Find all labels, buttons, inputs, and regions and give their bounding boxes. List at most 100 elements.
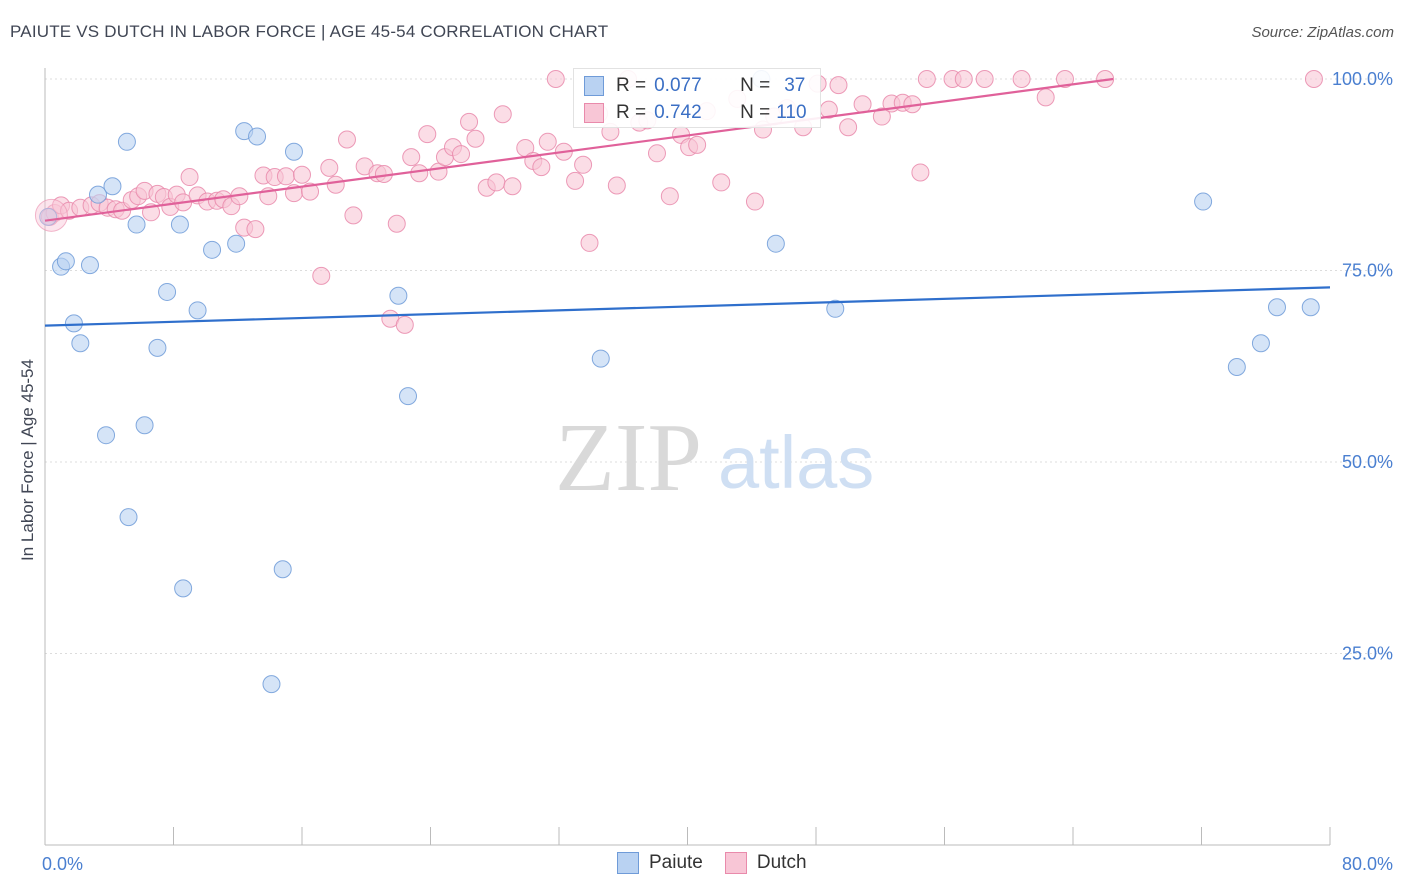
dutch-r-label: R = xyxy=(616,102,647,123)
paiute-point-18 xyxy=(203,240,222,259)
dutch-point-56 xyxy=(487,173,506,192)
dutch-point-82 xyxy=(745,192,764,211)
dutch-point-74 xyxy=(647,144,666,163)
paiute-point-0 xyxy=(39,207,58,226)
dutch-point-78 xyxy=(688,135,707,154)
paiute-point-24 xyxy=(284,142,303,161)
dutch-r-value: 0.742 xyxy=(654,102,702,123)
dutch-point-100 xyxy=(975,70,994,88)
dutch-point-105 xyxy=(1304,70,1323,88)
chart-title: PAIUTE VS DUTCH IN LABOR FORCE | AGE 45-… xyxy=(10,22,609,41)
paiute-point-21 xyxy=(248,127,267,146)
paiute-point-11 xyxy=(127,215,146,234)
paiute-point-9 xyxy=(117,132,136,151)
y-tick-label-0: 25.0% xyxy=(1342,644,1393,664)
paiute-point-19 xyxy=(227,234,246,253)
dutch-point-52 xyxy=(452,145,471,164)
paiute-legend-label: Paiute xyxy=(649,852,703,873)
dutch-point-53 xyxy=(460,112,479,131)
paiute-point-6 xyxy=(89,185,108,204)
paiute-point-29 xyxy=(766,234,785,253)
x-tick-label-1: 80.0% xyxy=(1342,854,1393,874)
dutch-point-65 xyxy=(566,171,585,190)
series-legend: Paiute Dutch xyxy=(617,852,829,874)
dutch-n-value: 110 xyxy=(776,102,807,123)
y-tick-label-1: 50.0% xyxy=(1342,452,1393,472)
dutch-point-75 xyxy=(660,187,679,206)
dutch-point-57 xyxy=(493,105,512,124)
paiute-point-2 xyxy=(56,252,75,271)
dutch-point-97 xyxy=(917,70,936,88)
dutch-point-44 xyxy=(387,214,406,233)
paiute-point-22 xyxy=(262,675,281,694)
paiute-point-34 xyxy=(1267,298,1286,317)
dutch-point-34 xyxy=(301,182,320,201)
gridlines xyxy=(45,78,1390,654)
axes xyxy=(44,68,1331,846)
dutch-point-67 xyxy=(580,233,599,252)
dutch-point-54 xyxy=(466,129,485,148)
dutch-point-46 xyxy=(402,148,421,167)
x-tick-label-0: 0.0% xyxy=(42,854,83,874)
paiute-point-5 xyxy=(80,256,99,275)
paiute-point-4 xyxy=(71,334,90,353)
dutch-point-96 xyxy=(911,163,930,182)
paiute-swatch xyxy=(584,76,604,96)
y-tick-label-3: 100.0% xyxy=(1332,69,1393,89)
paiute-n-value: 37 xyxy=(784,75,806,96)
dutch-point-47 xyxy=(410,164,429,183)
dutch-point-61 xyxy=(532,158,551,177)
legend-item-paiute[interactable]: Paiute xyxy=(617,852,703,874)
paiute-point-14 xyxy=(158,282,177,301)
dutch-point-62 xyxy=(538,132,557,151)
paiute-point-33 xyxy=(1251,334,1270,353)
paiute-point-25 xyxy=(389,286,408,305)
dutch-point-90 xyxy=(839,118,858,137)
paiute-point-10 xyxy=(119,508,138,527)
dutch-point-31 xyxy=(276,167,295,186)
dutch-point-35 xyxy=(312,266,331,285)
stats-legend: R = 0.077 N = 37 R = 0.742 N = 110 xyxy=(573,68,821,128)
dutch-point-101 xyxy=(1012,70,1031,88)
paiute-point-27 xyxy=(591,349,610,368)
dutch-point-70 xyxy=(607,176,626,195)
dutch-swatch xyxy=(584,103,604,123)
paiute-legend-swatch xyxy=(617,852,639,874)
dutch-point-45 xyxy=(395,315,414,334)
paiute-n-label: N = xyxy=(740,75,771,96)
paiute-point-31 xyxy=(1194,192,1213,211)
watermark-atlas: atlas xyxy=(718,421,874,504)
dutch-legend-swatch xyxy=(724,852,747,874)
dutch-point-103 xyxy=(1055,70,1074,88)
dutch-point-37 xyxy=(326,175,345,194)
source-label: Source: ZipAtlas.com xyxy=(1251,24,1394,41)
dutch-point-39 xyxy=(344,206,363,225)
paiute-point-8 xyxy=(103,177,122,196)
paiute-point-7 xyxy=(97,426,116,445)
dutch-point-58 xyxy=(503,177,522,196)
dutch-point-27 xyxy=(246,220,265,239)
dutch-point-89 xyxy=(829,76,848,95)
paiute-point-13 xyxy=(148,338,167,357)
paiute-r-label: R = xyxy=(616,75,647,96)
paiute-point-17 xyxy=(188,301,207,320)
dutch-point-99 xyxy=(954,70,973,88)
dutch-point-102 xyxy=(1036,88,1055,107)
dutch-point-cluster xyxy=(34,198,68,232)
dutch-trend-line xyxy=(44,77,1114,222)
watermark-zip: ZIP xyxy=(555,404,702,512)
dutch-point-66 xyxy=(574,155,593,174)
legend-row-dutch: R = 0.742 N = 110 xyxy=(584,101,807,125)
dutch-point-38 xyxy=(337,130,356,149)
paiute-point-35 xyxy=(1301,298,1320,317)
paiute-point-12 xyxy=(135,416,154,435)
dutch-point-80 xyxy=(712,173,731,192)
dutch-point-36 xyxy=(320,158,339,177)
dutch-legend-label: Dutch xyxy=(756,852,807,873)
paiute-point-32 xyxy=(1227,358,1246,377)
dutch-point-91 xyxy=(853,95,872,114)
dutch-point-63 xyxy=(546,70,565,88)
paiute-point-16 xyxy=(174,579,193,598)
legend-item-dutch[interactable]: Dutch xyxy=(724,852,807,874)
